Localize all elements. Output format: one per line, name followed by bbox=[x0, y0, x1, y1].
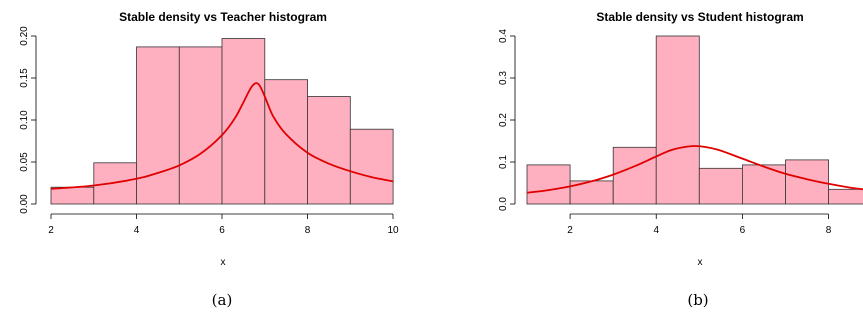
subfigure-caption: (b) bbox=[687, 291, 708, 309]
y-tick-label: 0.05 bbox=[19, 152, 30, 172]
y-tick-label: 0.3 bbox=[498, 71, 509, 85]
subfigure-caption: (a) bbox=[212, 291, 233, 309]
histogram-bar bbox=[264, 79, 308, 205]
chart-title: Stable density vs Teacher histogram bbox=[119, 10, 327, 24]
y-axis: 0.00 0.05 0.10 0.15 0.20 bbox=[19, 26, 37, 214]
histogram-bar bbox=[655, 35, 700, 205]
x-tick-label: 4 bbox=[653, 225, 659, 236]
x-tick-label: 8 bbox=[826, 225, 832, 236]
density-curve bbox=[50, 82, 394, 190]
histogram-bar bbox=[612, 146, 657, 205]
histogram-bar bbox=[698, 167, 743, 205]
y-axis: 0.0 0.1 0.2 0.3 0.4 bbox=[498, 29, 516, 211]
y-tick-label: 0.00 bbox=[19, 194, 30, 214]
x-tick-label: 8 bbox=[305, 225, 311, 236]
x-tick-label: 2 bbox=[48, 225, 54, 236]
histogram-bar bbox=[742, 164, 786, 205]
density-curve bbox=[526, 145, 863, 194]
histogram-bar bbox=[349, 128, 394, 205]
x-axis-label: x bbox=[698, 257, 703, 268]
x-axis-label: x bbox=[221, 257, 226, 268]
x-tick-label: 2 bbox=[567, 225, 573, 236]
histogram-bar bbox=[307, 96, 351, 205]
bars bbox=[50, 38, 394, 205]
chart-title: Stable density vs Student histogram bbox=[596, 10, 803, 24]
histogram-bar bbox=[828, 188, 863, 205]
y-tick-label: 0.20 bbox=[19, 26, 30, 46]
x-axis: 2 4 6 8 10 bbox=[48, 213, 399, 236]
histogram-bar bbox=[178, 46, 223, 205]
y-tick-label: 0.0 bbox=[498, 197, 509, 211]
y-tick-label: 0.2 bbox=[498, 113, 509, 127]
x-tick-label: 4 bbox=[134, 225, 140, 236]
chart-panel-a: Stable density vs Teacher histogram 2 4 6 8… bbox=[19, 10, 399, 309]
y-tick-label: 0.10 bbox=[19, 110, 30, 130]
histogram-bar bbox=[221, 38, 266, 205]
x-tick-label: 6 bbox=[740, 225, 746, 236]
chart-panel-b: Stable density vs Student histogram 2 4 6 8… bbox=[498, 10, 863, 309]
bars bbox=[526, 35, 863, 205]
y-tick-label: 0.1 bbox=[498, 155, 509, 169]
y-tick-label: 0.4 bbox=[498, 29, 509, 43]
histogram-bar bbox=[136, 46, 180, 205]
x-axis: 2 4 6 8 bbox=[567, 213, 832, 236]
histogram-bar bbox=[50, 186, 95, 205]
x-tick-label: 6 bbox=[219, 225, 225, 236]
x-tick-label: 10 bbox=[387, 225, 399, 236]
y-tick-label: 0.15 bbox=[19, 68, 30, 88]
histogram-bar bbox=[526, 164, 571, 205]
